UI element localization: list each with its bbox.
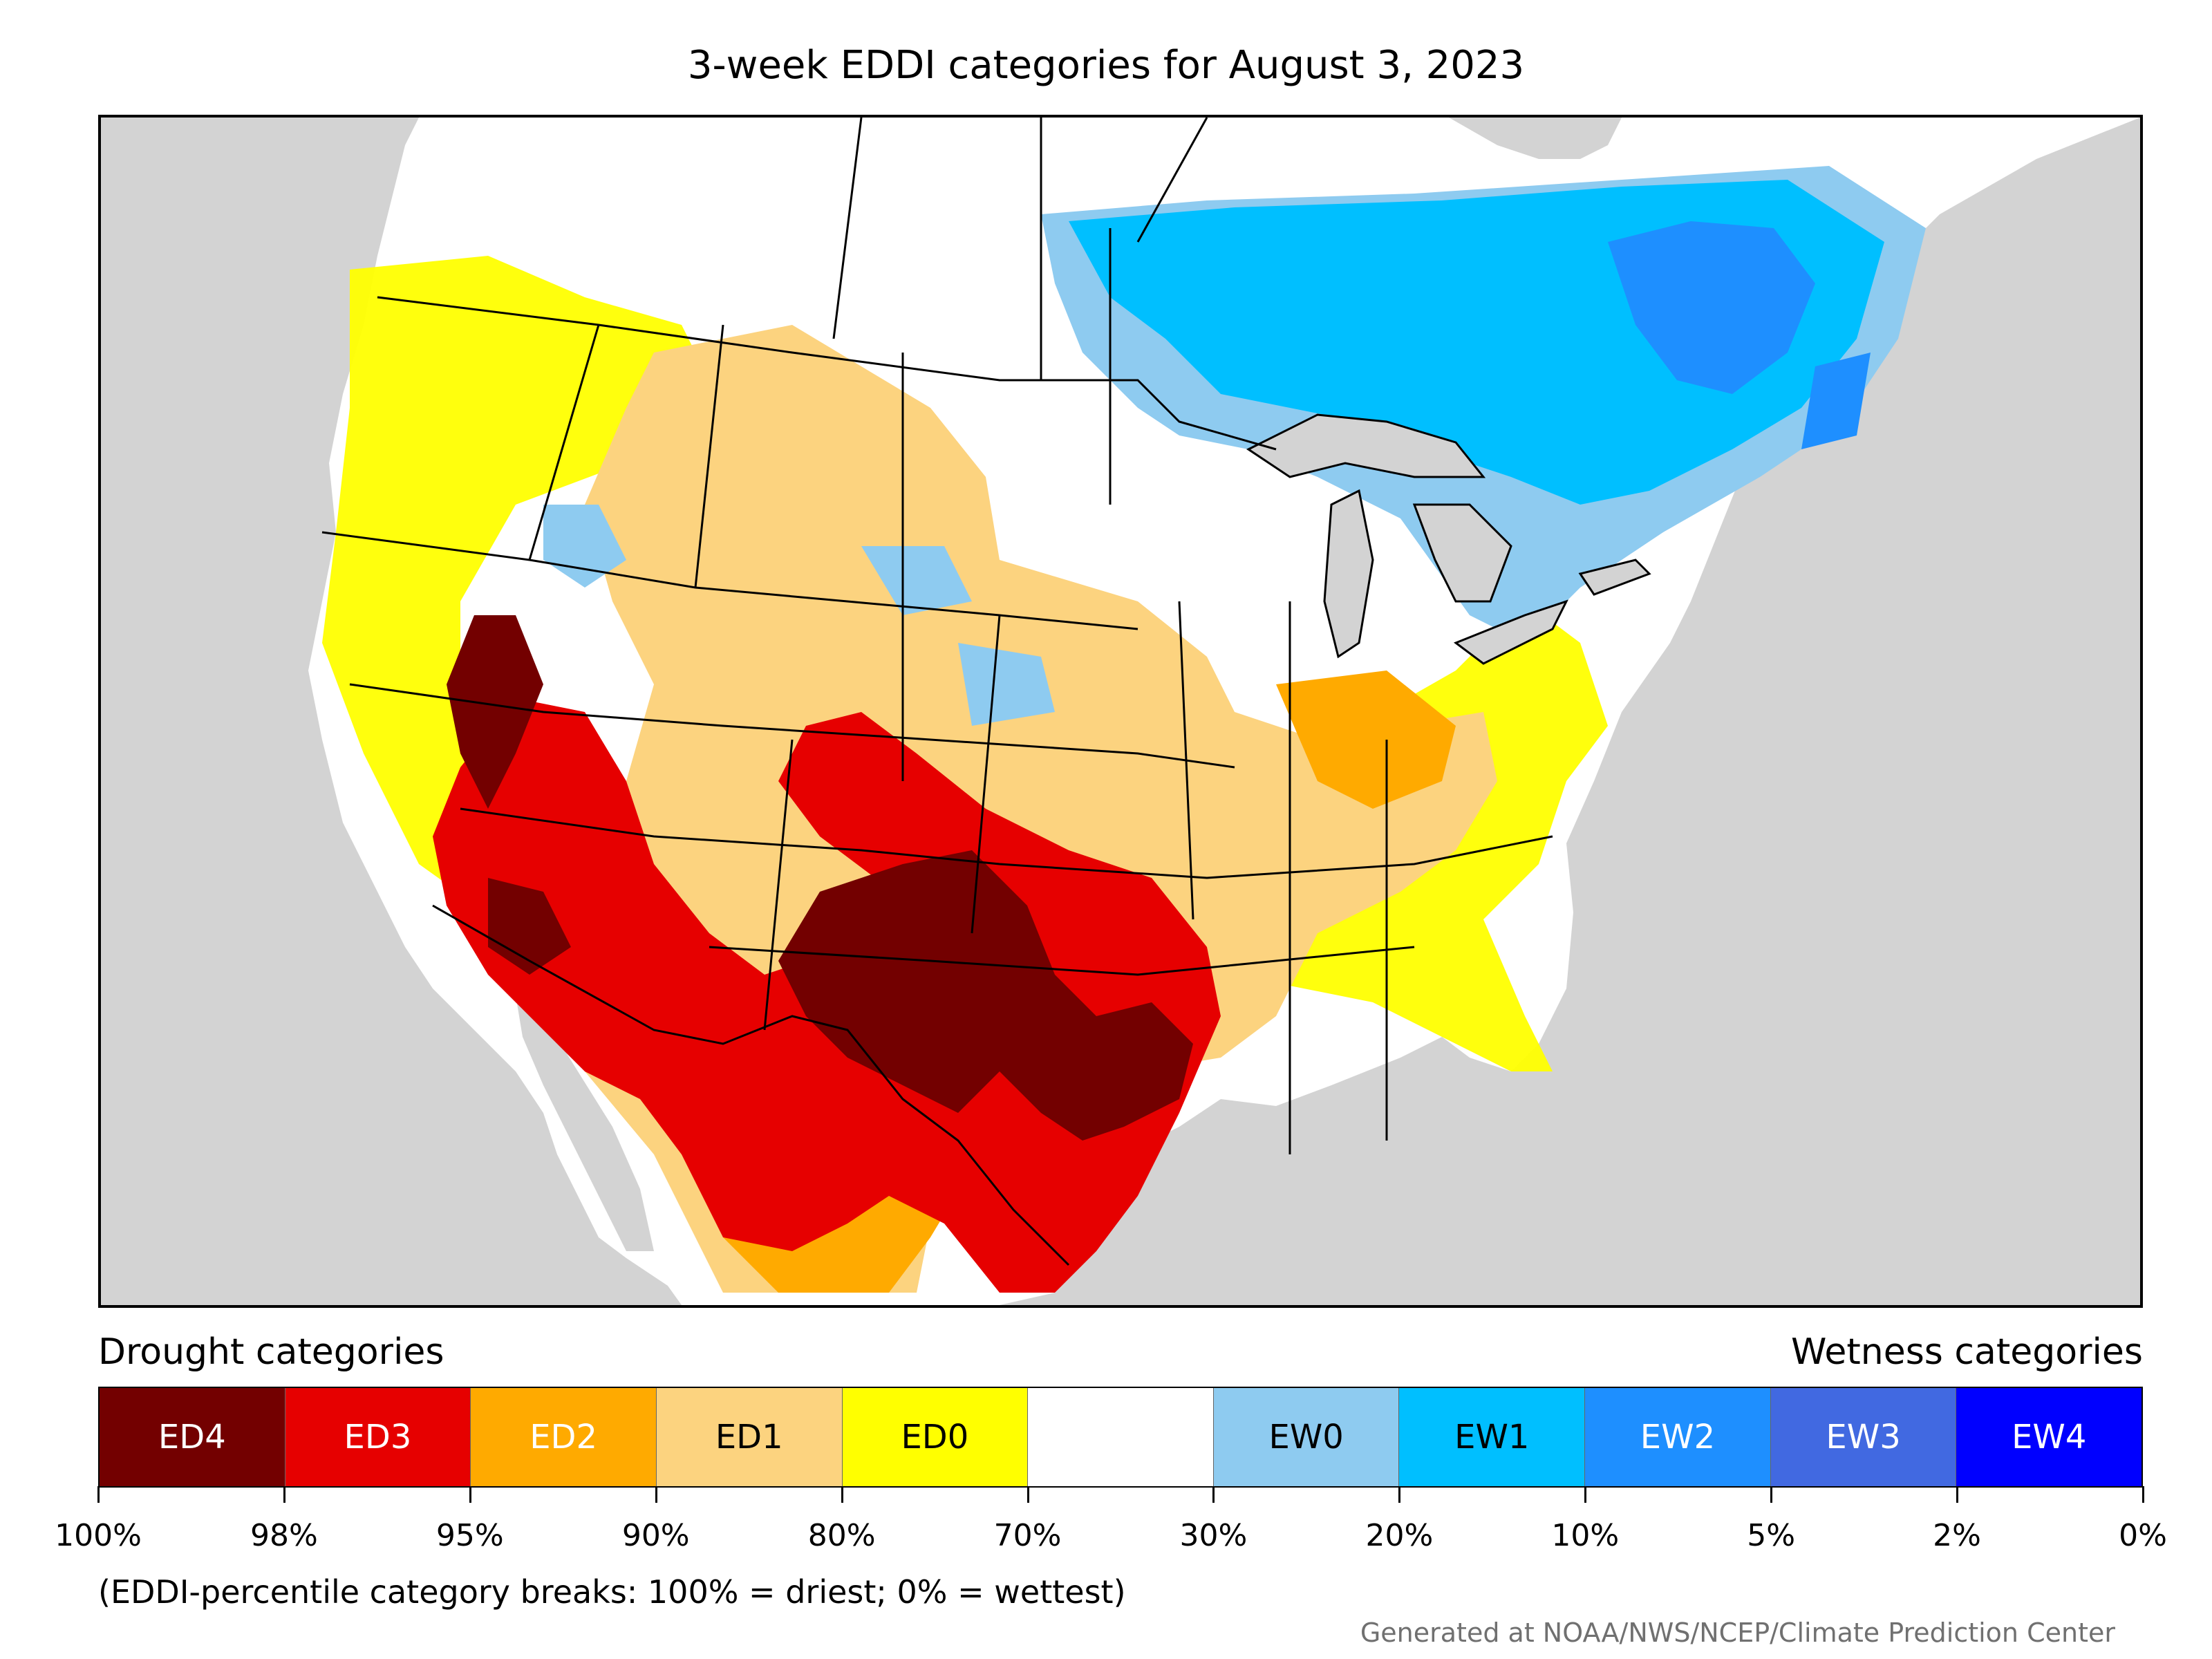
colorbar-tick-label: 90% bbox=[621, 1518, 690, 1553]
colorbar-tick bbox=[1027, 1486, 1029, 1503]
colorbar-cell-ed3: ED3 bbox=[285, 1388, 471, 1486]
colorbar-tick bbox=[1770, 1486, 1773, 1503]
colorbar-cell-ew3: EW3 bbox=[1770, 1388, 1957, 1486]
colorbar-tick-label: 70% bbox=[993, 1518, 1062, 1553]
colorbar-cell-ew0: EW0 bbox=[1213, 1388, 1400, 1486]
colorbar-tick-label: 2% bbox=[1933, 1518, 1981, 1553]
lake-huron bbox=[1412, 503, 1512, 603]
colorbar-tick-label: 0% bbox=[2119, 1518, 2167, 1553]
lake-michigan bbox=[1323, 489, 1374, 659]
state-line-7 bbox=[832, 118, 1208, 380]
credit-line: Generated at NOAA/NWS/NCEP/Climate Predi… bbox=[1360, 1618, 2115, 1648]
colorbar-tick bbox=[97, 1486, 100, 1503]
state-line-4 bbox=[709, 946, 1415, 976]
colorbar-tick-label: 30% bbox=[1179, 1518, 1248, 1553]
colorbar-tick-label: 95% bbox=[435, 1518, 504, 1553]
colorbar-tick-label: 5% bbox=[1747, 1518, 1796, 1553]
colorbar-tick-label: 80% bbox=[807, 1518, 876, 1553]
wetness-heading: Wetness categories bbox=[1791, 1331, 2143, 1373]
colorbar-cell-ew1: EW1 bbox=[1399, 1388, 1586, 1486]
colorbar: ED4 ED3 ED2 ED1 ED0 EW0 EW1 EW2 EW3 EW4 bbox=[98, 1387, 2143, 1488]
hudson-bay bbox=[1449, 118, 1622, 159]
lake-ontario bbox=[1578, 559, 1651, 596]
colorbar-cell-ew4: EW4 bbox=[1956, 1388, 2142, 1486]
state-line-5 bbox=[528, 228, 1112, 781]
category-note: (EDDI-percentile category breaks: 100% =… bbox=[98, 1573, 1126, 1611]
us-mexico-border bbox=[432, 904, 1070, 1266]
drought-heading: Drought categories bbox=[98, 1331, 444, 1373]
state-line-6 bbox=[763, 601, 1388, 1154]
eddi-shading bbox=[322, 166, 1926, 1293]
region-ew0-west bbox=[543, 505, 1055, 726]
lake-erie bbox=[1453, 599, 1568, 665]
map-title: 3-week EDDI categories for August 3, 202… bbox=[687, 43, 1525, 88]
colorbar-cell-ed0: ED0 bbox=[842, 1388, 1029, 1486]
colorbar-tick-label: 10% bbox=[1551, 1518, 1620, 1553]
colorbar-tick bbox=[1398, 1486, 1401, 1503]
colorbar-cell-normal bbox=[1028, 1388, 1214, 1486]
eddi-map bbox=[101, 118, 2140, 1305]
colorbar-tick bbox=[841, 1486, 843, 1503]
colorbar-tick bbox=[1584, 1486, 1587, 1503]
boundaries bbox=[321, 118, 1553, 1266]
colorbar-cell-ed4: ED4 bbox=[100, 1388, 285, 1486]
state-line-1 bbox=[321, 531, 1138, 630]
colorbar-tick-label: 98% bbox=[250, 1518, 318, 1553]
colorbar-tick bbox=[283, 1486, 285, 1503]
map-panel bbox=[98, 115, 2143, 1308]
colorbar-cell-ew2: EW2 bbox=[1585, 1388, 1771, 1486]
colorbar-cell-ed2: ED2 bbox=[471, 1388, 657, 1486]
colorbar-cell-ed1: ED1 bbox=[656, 1388, 843, 1486]
region-ed4 bbox=[447, 615, 1193, 1141]
colorbar-tick bbox=[469, 1486, 471, 1503]
lake-superior bbox=[1246, 413, 1486, 478]
colorbar-ticks bbox=[97, 1486, 2144, 1507]
colorbar-tick bbox=[2142, 1486, 2144, 1503]
colorbar-tick-label: 20% bbox=[1365, 1518, 1434, 1553]
region-ew2 bbox=[1608, 221, 1871, 449]
colorbar-tick bbox=[1956, 1486, 1959, 1503]
state-line-2 bbox=[349, 683, 1235, 769]
gulf-of-california bbox=[516, 995, 654, 1251]
great-lakes bbox=[1246, 413, 1651, 665]
colorbar-tick bbox=[655, 1486, 657, 1503]
colorbar-tick bbox=[1212, 1486, 1215, 1503]
colorbar-tick-label: 100% bbox=[55, 1518, 142, 1553]
state-line-3 bbox=[460, 807, 1553, 879]
